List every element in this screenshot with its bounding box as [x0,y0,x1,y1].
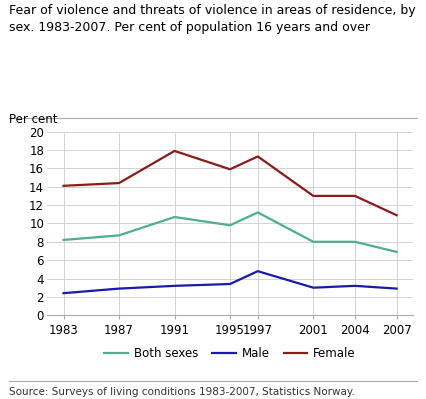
Line: Female: Female [63,151,397,215]
Text: Per cent: Per cent [9,113,57,126]
Both sexes [394,249,399,254]
Text: Source: Surveys of living conditions 1983-2007, Statistics Norway.: Source: Surveys of living conditions 198… [9,387,354,397]
Both sexes [255,210,260,215]
Line: Male: Male [63,271,397,293]
Female [394,213,399,217]
Female [116,181,121,186]
Both sexes [172,215,177,219]
Both sexes [61,237,66,242]
Both sexes [116,233,121,238]
Female [311,194,316,198]
Male [352,283,357,288]
Male [311,285,316,290]
Female [352,194,357,198]
Female [172,148,177,153]
Male [394,286,399,291]
Male [61,291,66,296]
Female [227,167,233,172]
Male [255,269,260,274]
Male [172,283,177,288]
Female [61,184,66,188]
Both sexes [227,223,233,228]
Both sexes [311,239,316,244]
Text: Fear of violence and threats of violence in areas of residence, by
sex. 1983-200: Fear of violence and threats of violence… [9,4,415,34]
Legend: Both sexes, Male, Female: Both sexes, Male, Female [99,342,361,364]
Male [227,282,233,286]
Male [116,286,121,291]
Female [255,154,260,159]
Line: Both sexes: Both sexes [63,212,397,252]
Both sexes [352,239,357,244]
